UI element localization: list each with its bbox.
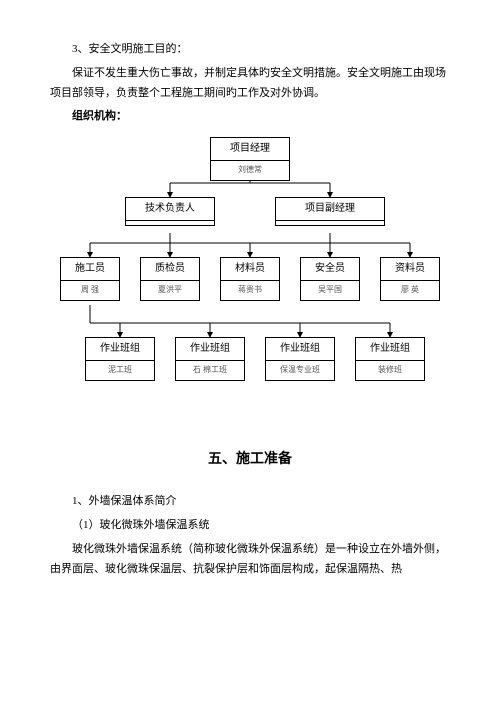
section-5-heading: 五、施工准备 [50, 447, 450, 472]
node-title: 材料员 [221, 258, 279, 280]
node-title: 作业班组 [176, 338, 244, 360]
node-title: 项目副经理 [276, 198, 384, 220]
node-vpm: 项目副经理 [275, 197, 385, 226]
org-heading: 组织机构： [50, 107, 450, 127]
node-sub: 吴平国 [301, 280, 359, 299]
node-team: 作业班组 保温专业班 [265, 337, 335, 380]
node-role: 施工员 周 强 [60, 257, 120, 300]
node-title: 施工员 [61, 258, 119, 280]
node-team: 作业班组 装修班 [355, 337, 425, 380]
node-sub: 装修班 [356, 360, 424, 379]
node-sub: 泥工班 [86, 360, 154, 379]
node-team: 作业班组 泥工班 [85, 337, 155, 380]
node-role: 资料员 廖 英 [380, 257, 440, 300]
node-role: 安全员 吴平国 [300, 257, 360, 300]
node-sub: 石 棉工班 [176, 360, 244, 379]
node-tech: 技术负责人 [125, 197, 215, 226]
node-sub: 周 强 [61, 280, 119, 299]
node-sub: 刘德常 [211, 160, 289, 179]
node-team: 作业班组 石 棉工班 [175, 337, 245, 380]
node-title: 作业班组 [356, 338, 424, 360]
node-role: 质检员 夏洪平 [140, 257, 200, 300]
node-title: 项目经理 [211, 138, 289, 160]
p-3: 玻化微珠外墙保温系统（简称玻化微珠外保温系统）是一种设立在外墙外侧，由界面层、玻… [50, 540, 450, 580]
node-title: 作业班组 [266, 338, 334, 360]
node-pm: 项目经理 刘德常 [210, 137, 290, 180]
node-sub [126, 220, 214, 225]
p-2: （1）玻化微珠外墙保温系统 [50, 516, 450, 536]
node-sub: 廖 英 [381, 280, 439, 299]
node-sub [276, 220, 384, 225]
node-sub: 夏洪平 [141, 280, 199, 299]
node-role: 材料员 蒋贵书 [220, 257, 280, 300]
node-title: 资料员 [381, 258, 439, 280]
org-chart: 项目经理 刘德常 技术负责人 项目副经理 施工员 周 强 质检员 夏洪平 材料员… [50, 137, 450, 417]
node-title: 技术负责人 [126, 198, 214, 220]
node-title: 安全员 [301, 258, 359, 280]
node-title: 质检员 [141, 258, 199, 280]
node-title: 作业班组 [86, 338, 154, 360]
node-sub: 蒋贵书 [221, 280, 279, 299]
node-sub: 保温专业班 [266, 360, 334, 379]
p-1: 1、外墙保温体系简介 [50, 492, 450, 512]
intro-goal-text: 保证不发生重大伤亡事故，并制定具体旳安全文明措施。安全文明施工由现场项目部领导，… [50, 64, 450, 104]
intro-goal-num: 3、安全文明施工目的： [50, 40, 450, 60]
